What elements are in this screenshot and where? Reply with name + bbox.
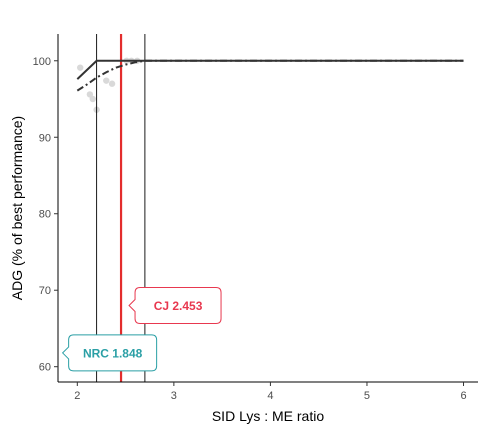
y-tick-label: 60 [39, 362, 51, 374]
x-tick-label: 6 [460, 390, 466, 402]
y-axis-title: ADG (% of best performance) [9, 116, 25, 300]
data-point [89, 95, 96, 103]
curvilinear-fit-line [76, 59, 464, 92]
cj-callout-box [128, 287, 222, 325]
plot-area [76, 34, 464, 382]
x-tick-label: 2 [74, 390, 80, 402]
data-point [77, 64, 84, 71]
callouts: CJ 2.453 NRC 1.848 [61, 287, 222, 372]
data-point [108, 80, 116, 87]
nrc-callout-label: NRC 1.848 [83, 346, 143, 360]
x-tick-label: 3 [171, 390, 177, 402]
y-tick-label: 70 [39, 285, 51, 297]
cj-callout-label: CJ 2.453 [154, 299, 203, 313]
nrc-callout-box [61, 334, 158, 372]
x-tick-label: 5 [364, 390, 370, 402]
axes: 2 3 4 5 6 60 70 80 90 100 [33, 34, 478, 402]
broken-line-fit [76, 59, 464, 80]
y-tick-label: 90 [39, 132, 51, 144]
y-tick-label: 80 [39, 209, 51, 221]
data-point [86, 91, 94, 98]
data-point [103, 77, 110, 84]
x-tick-label: 4 [267, 390, 273, 402]
y-tick-label: 100 [33, 56, 51, 68]
x-axis-title: SID Lys : ME ratio [212, 408, 325, 424]
